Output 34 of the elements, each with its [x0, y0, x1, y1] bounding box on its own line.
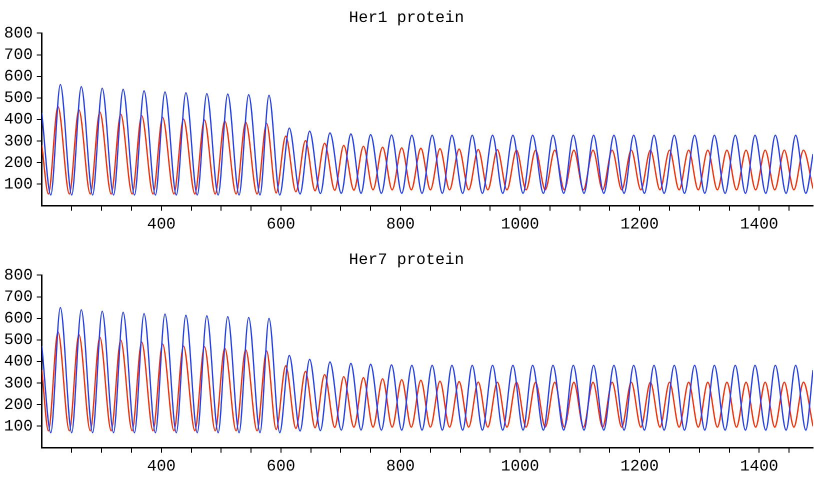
y-tick-label: 700 — [4, 288, 33, 306]
x-tick-label: 800 — [386, 216, 415, 234]
line-series — [42, 331, 813, 432]
x-tick-label: 1400 — [740, 458, 778, 476]
y-tick-label: 600 — [4, 310, 33, 328]
x-tick-label: 600 — [266, 458, 296, 476]
y-tick-label: 300 — [4, 132, 33, 150]
x-tick-label: 1000 — [500, 216, 540, 234]
y-tick-label: 800 — [4, 24, 33, 42]
x-tick-label: 1000 — [500, 458, 540, 476]
chart-title: Her7 protein — [348, 250, 464, 269]
y-tick-label: 200 — [4, 154, 33, 172]
y-tick-label: 500 — [4, 89, 33, 108]
y-tick-label: 100 — [4, 175, 33, 194]
y-tick-label: 400 — [4, 110, 33, 129]
y-tick-label: 600 — [4, 68, 33, 86]
y-tick-label: 800 — [4, 266, 33, 284]
line-series — [42, 84, 813, 196]
line-series — [42, 306, 813, 434]
x-tick-label: 1200 — [620, 216, 659, 234]
x-tick-label: 400 — [146, 216, 176, 234]
x-tick-label: 600 — [266, 216, 296, 234]
chart-title: Her1 protein — [348, 8, 464, 27]
y-tick-label: 700 — [4, 46, 33, 64]
x-tick-label: 400 — [146, 458, 176, 476]
y-tick-label: 300 — [4, 374, 33, 392]
y-tick-label: 200 — [4, 396, 33, 414]
y-tick-label: 400 — [4, 352, 33, 371]
x-tick-label: 1200 — [620, 458, 659, 476]
y-tick-label: 100 — [4, 417, 33, 436]
line-series — [42, 106, 813, 195]
x-tick-label: 1400 — [740, 216, 778, 234]
y-tick-label: 500 — [4, 331, 33, 350]
x-tick-label: 800 — [386, 458, 415, 476]
